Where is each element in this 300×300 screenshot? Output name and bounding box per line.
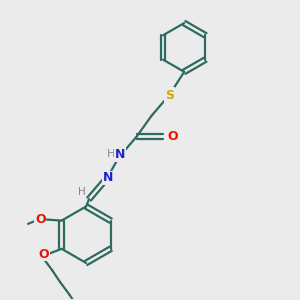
Text: N: N (115, 148, 125, 161)
Text: O: O (168, 130, 178, 143)
Text: H: H (78, 187, 86, 196)
Text: N: N (103, 171, 113, 184)
Text: S: S (165, 88, 174, 101)
Text: O: O (39, 248, 50, 261)
Text: O: O (35, 213, 46, 226)
Text: H: H (107, 149, 116, 160)
